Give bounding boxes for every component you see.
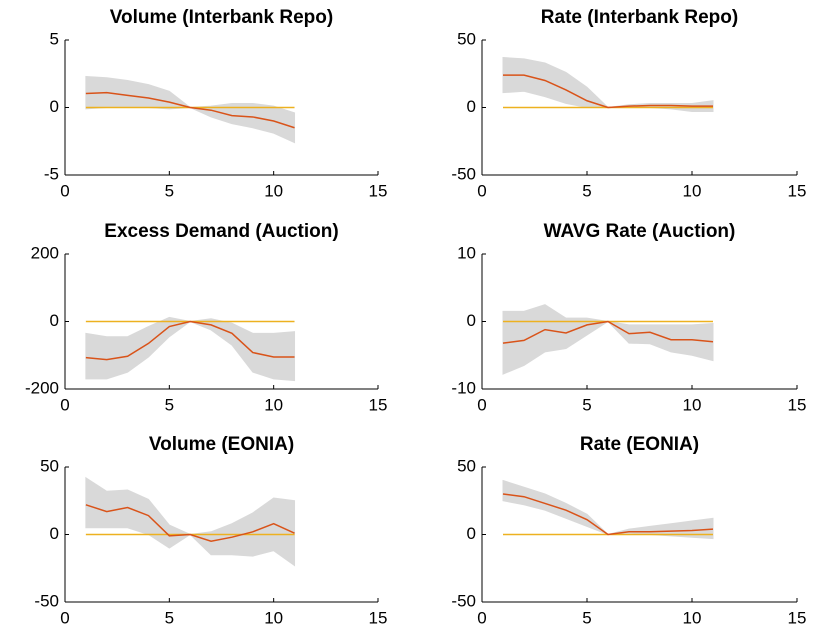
x-tick-label: 10	[264, 608, 283, 627]
x-tick-label: 0	[477, 181, 486, 200]
y-tick-label: -50	[451, 591, 476, 610]
x-tick-label: 10	[264, 395, 283, 414]
confidence-band	[502, 57, 714, 113]
x-tick-label: 0	[60, 181, 69, 200]
y-tick-label: 200	[31, 243, 59, 262]
x-tick-label: 5	[582, 395, 591, 414]
y-tick-label: -50	[34, 591, 59, 610]
x-tick-label: 5	[165, 608, 174, 627]
subplot-title: Rate (EONIA)	[580, 434, 699, 455]
x-tick-label: 0	[60, 608, 69, 627]
x-tick-label: 15	[369, 395, 388, 414]
x-tick-label: 5	[165, 395, 174, 414]
y-tick-label: -5	[44, 164, 59, 183]
y-tick-label: 0	[467, 524, 476, 543]
y-tick-label: 0	[50, 97, 59, 116]
subplot-title: WAVG Rate (Auction)	[544, 221, 736, 242]
y-tick-label: -200	[25, 378, 59, 397]
line	[85, 320, 295, 361]
line	[85, 504, 295, 543]
subplot-title: Volume (Interbank Repo)	[110, 7, 333, 28]
line	[502, 493, 714, 536]
confidence-band	[85, 476, 296, 567]
x-tick-label: 5	[582, 608, 591, 627]
y-tick-label: 0	[467, 97, 476, 116]
y-tick-label: 0	[50, 524, 59, 543]
x-tick-label: 5	[165, 181, 174, 200]
confidence-band	[85, 75, 296, 144]
x-tick-label: 15	[788, 608, 807, 627]
x-tick-label: 10	[683, 395, 702, 414]
subplot-title: Rate (Interbank Repo)	[541, 7, 738, 28]
line	[503, 74, 713, 109]
y-tick-label: 10	[457, 243, 476, 262]
x-tick-label: 0	[60, 395, 69, 414]
line	[502, 320, 714, 344]
y-tick-label: 50	[40, 456, 59, 475]
y-tick-label: 50	[457, 29, 476, 48]
x-tick-label: 0	[477, 395, 486, 414]
line	[85, 91, 295, 129]
x-tick-label: 0	[477, 608, 486, 627]
x-tick-label: 10	[264, 181, 283, 200]
confidence-band	[85, 316, 296, 382]
y-tick-label: 0	[50, 311, 59, 330]
x-tick-label: 15	[369, 608, 388, 627]
confidence-band	[502, 479, 714, 540]
x-tick-label: 10	[683, 608, 702, 627]
y-tick-label: 0	[467, 311, 476, 330]
y-tick-label: 5	[50, 29, 59, 48]
x-tick-label: 10	[683, 181, 702, 200]
x-tick-label: 15	[788, 395, 807, 414]
x-tick-label: 15	[369, 181, 388, 200]
x-tick-label: 5	[582, 181, 591, 200]
subplot-title: Excess Demand (Auction)	[104, 221, 338, 242]
x-tick-label: 15	[788, 181, 807, 200]
y-tick-label: -10	[451, 378, 476, 397]
subplot-title: Volume (EONIA)	[149, 434, 294, 455]
y-tick-label: -50	[451, 164, 476, 183]
y-tick-label: 50	[457, 456, 476, 475]
